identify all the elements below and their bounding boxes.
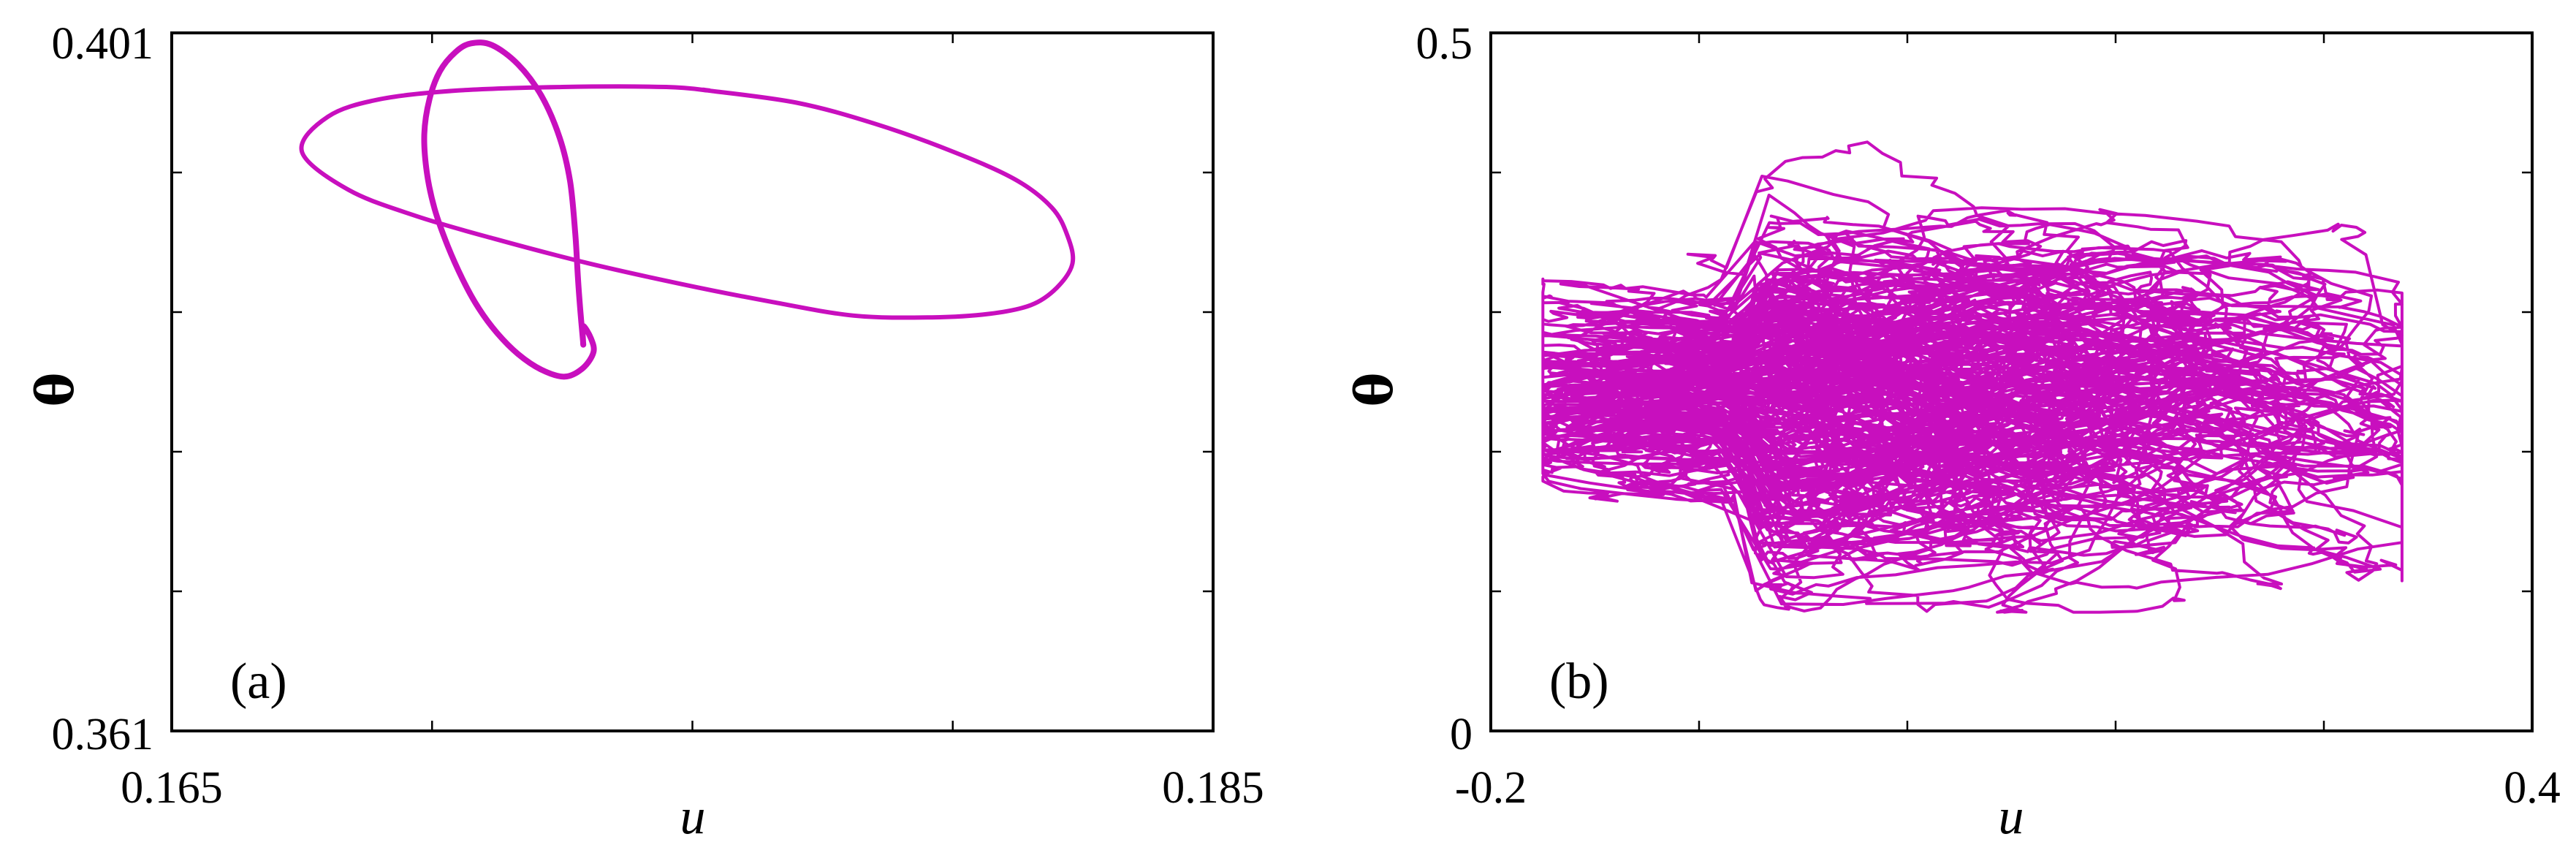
panel-a-ticks <box>170 31 1215 732</box>
panel-b-y-axis-label: θ <box>1344 373 1405 407</box>
panel-b-tag: (b) <box>1549 653 1609 710</box>
panel-a-x-tick-right: 0.185 <box>1162 763 1264 813</box>
panel-b-ticks <box>1489 31 2534 732</box>
panel-a-curves <box>299 39 1076 380</box>
panel-a-y-tick-bottom: 0.361 <box>52 710 154 759</box>
panel-a-tag: (a) <box>230 653 287 710</box>
panel-b-y-tick-bottom: 0 <box>1450 710 1473 759</box>
panel-b-y-tick-top: 0.5 <box>1416 19 1473 69</box>
panel-a-frame <box>170 31 1215 732</box>
panel-b-x-tick-right: 0.4 <box>2504 763 2561 813</box>
panel-a-y-axis-label: θ <box>25 373 86 407</box>
panel-a-x-axis-label: u <box>680 789 706 845</box>
panel-b-frame <box>1489 31 2534 732</box>
panel-a-trajectory-1 <box>299 84 1076 320</box>
panel-b-x-axis-label: u <box>1999 789 2024 845</box>
panel-b: 0.5 0 -0.2 0.4 u θ (b) <box>1344 19 2561 845</box>
panel-b-x-tick-left: -0.2 <box>1455 763 1527 813</box>
panel-a: 0.401 0.361 0.165 0.185 u θ (a) <box>25 19 1264 845</box>
panel-b-curves <box>1541 140 2404 614</box>
panel-a-trajectory-2 <box>421 39 597 380</box>
panel-b-trajectory <box>1541 140 2404 614</box>
panel-a-y-tick-top: 0.401 <box>52 19 154 69</box>
panel-a-x-tick-left: 0.165 <box>121 763 223 813</box>
